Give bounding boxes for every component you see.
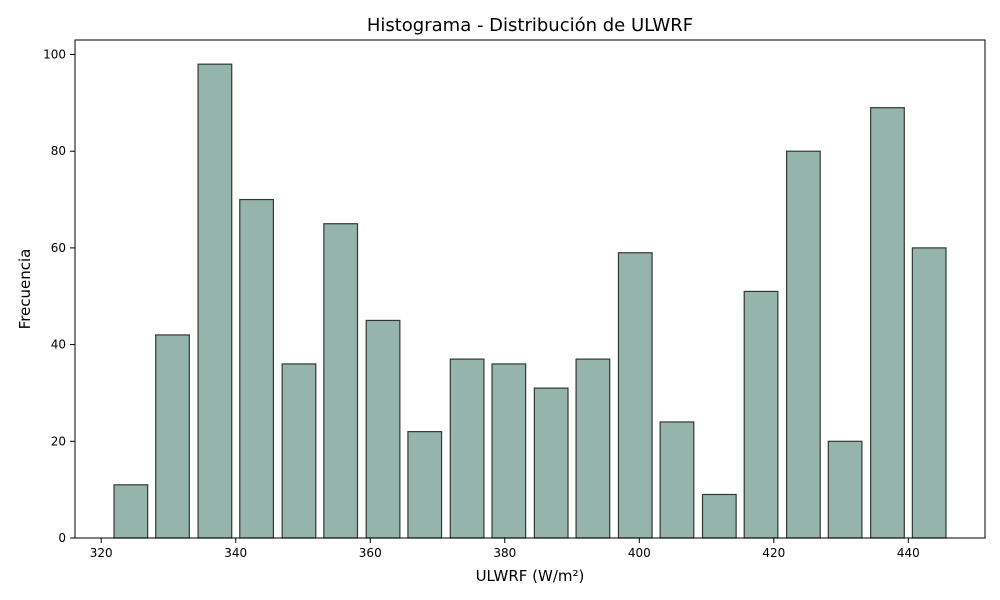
histogram-bar-19 xyxy=(911,247,947,539)
histogram-bar-7 xyxy=(407,431,443,539)
x-axis-label: ULWRF (W/m²) xyxy=(476,567,585,585)
histogram-bar-6 xyxy=(365,319,401,539)
histogram-bar-17 xyxy=(827,440,863,539)
histogram-bar-18 xyxy=(870,107,905,539)
x-tick-label: 420 xyxy=(762,546,785,560)
y-tick-label: 40 xyxy=(51,338,66,352)
histogram-bar-1 xyxy=(155,334,190,539)
x-tick-label: 440 xyxy=(897,546,920,560)
histogram-bar-16 xyxy=(785,150,821,539)
x-axis-ticks: 320 340 360 380 400 420 440 xyxy=(90,538,920,560)
histogram-bar-12 xyxy=(617,252,653,539)
y-axis-label: Frecuencia xyxy=(16,249,34,330)
histogram-bar-13 xyxy=(659,421,695,539)
histogram-bar-15 xyxy=(743,290,779,539)
chart-title: Histograma - Distribución de ULWRF xyxy=(367,15,693,36)
y-tick-label: 20 xyxy=(51,434,66,448)
histogram-bar-14 xyxy=(701,493,737,539)
histogram-bar-3 xyxy=(239,198,275,539)
plot-frame xyxy=(74,39,986,539)
histogram-bar-2 xyxy=(197,63,233,539)
y-tick-label: 80 xyxy=(51,144,66,158)
histogram-bar-0 xyxy=(113,484,149,539)
x-tick-label: 320 xyxy=(90,546,113,560)
y-tick-label: 0 xyxy=(58,531,66,545)
histogram-bar-10 xyxy=(533,387,569,539)
x-tick-label: 360 xyxy=(359,546,382,560)
x-tick-label: 400 xyxy=(628,546,651,560)
histogram-bar-8 xyxy=(449,358,485,539)
bars-group xyxy=(113,63,947,539)
histogram-bar-11 xyxy=(575,358,611,539)
x-tick-label: 340 xyxy=(224,546,247,560)
histogram-bar-9 xyxy=(491,363,527,539)
y-tick-label: 100 xyxy=(43,48,66,62)
histogram-bar-5 xyxy=(323,223,359,539)
x-tick-label: 380 xyxy=(493,546,516,560)
y-axis-ticks: 0 20 40 60 80 100 xyxy=(43,48,75,545)
y-tick-label: 60 xyxy=(51,241,66,255)
histogram-bar-4 xyxy=(281,363,317,539)
